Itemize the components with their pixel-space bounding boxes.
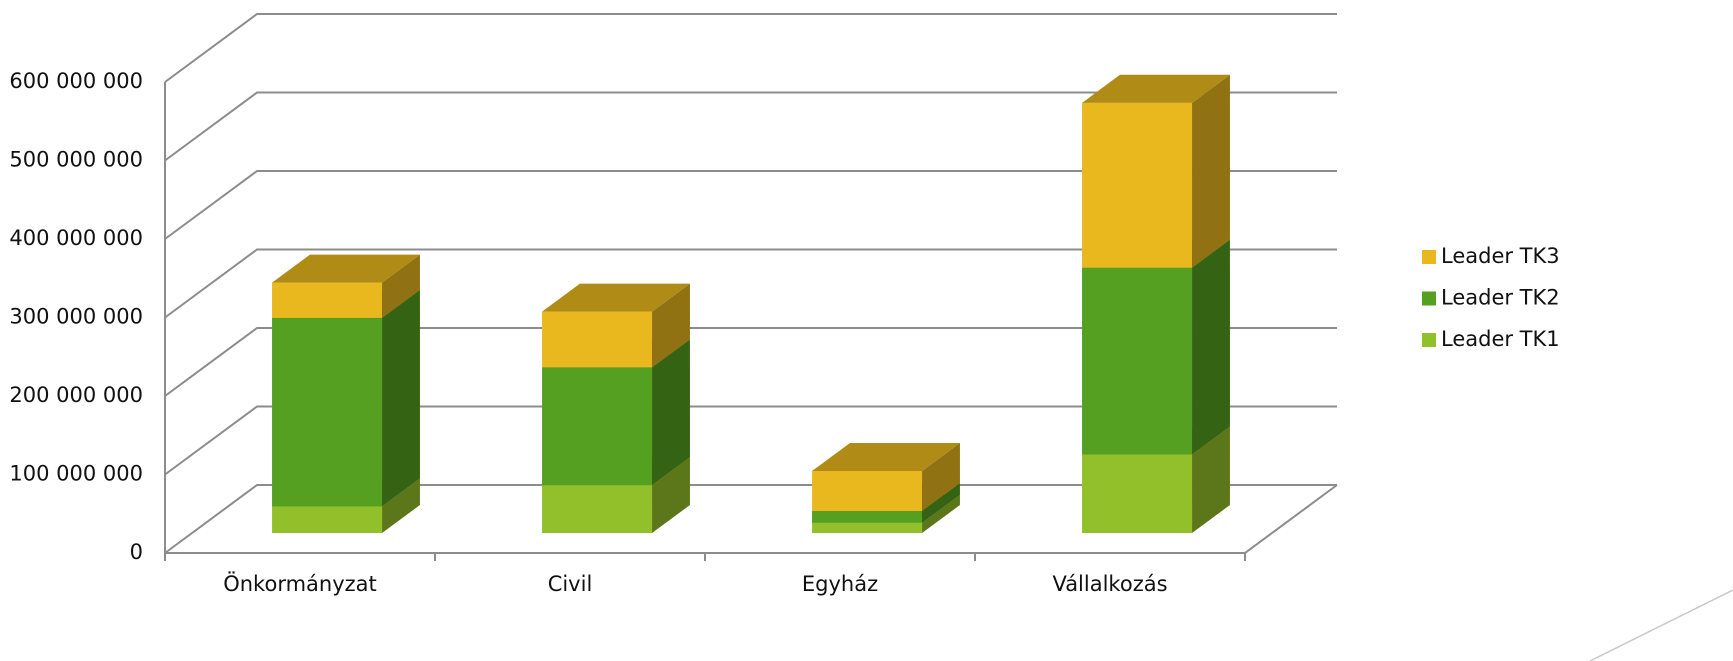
bar-front bbox=[812, 511, 923, 523]
x-tick-label: Civil bbox=[548, 572, 593, 596]
x-tick-label: Önkormányzat bbox=[223, 571, 377, 596]
bar-side bbox=[1192, 426, 1230, 534]
bar-side bbox=[652, 457, 690, 534]
grid-line bbox=[164, 405, 1337, 476]
bar-front bbox=[1082, 102, 1193, 268]
bar-front bbox=[542, 311, 653, 368]
grid-line bbox=[164, 248, 1337, 319]
bar-front bbox=[272, 282, 383, 318]
bar-side bbox=[922, 483, 960, 523]
legend-swatch bbox=[1422, 291, 1436, 306]
legend-swatch bbox=[1422, 333, 1436, 347]
bar-side bbox=[652, 283, 690, 368]
decor-line bbox=[1589, 589, 1733, 661]
legend-swatch bbox=[1422, 250, 1436, 264]
bar-top bbox=[272, 254, 420, 283]
legend-label: Leader TK1 bbox=[1441, 327, 1560, 351]
y-tick-label: 100 000 000 bbox=[9, 462, 143, 486]
bar-side bbox=[1192, 239, 1230, 455]
y-tick-label: 400 000 000 bbox=[9, 226, 143, 250]
bar-front bbox=[1082, 267, 1193, 455]
bar-side bbox=[922, 494, 960, 534]
bar-front bbox=[542, 485, 653, 534]
grid-line bbox=[164, 484, 1337, 554]
grid-line bbox=[164, 13, 1337, 83]
grid-line bbox=[164, 170, 1337, 240]
bar-front bbox=[272, 506, 383, 534]
bar-side bbox=[1192, 74, 1230, 268]
bar-side bbox=[382, 254, 420, 318]
bar-side bbox=[922, 442, 960, 512]
bar-front bbox=[812, 470, 923, 512]
bar-front bbox=[1082, 454, 1193, 534]
grid-line bbox=[164, 91, 1337, 162]
bar-top bbox=[1082, 74, 1230, 103]
y-tick-label: 300 000 000 bbox=[9, 305, 143, 329]
legend-label: Leader TK2 bbox=[1441, 286, 1560, 310]
y-tick-label: 200 000 000 bbox=[9, 383, 143, 407]
y-tick-label: 500 000 000 bbox=[9, 148, 143, 172]
x-tick-label: Vállalkozás bbox=[1052, 572, 1167, 596]
grid-line bbox=[164, 327, 1337, 397]
bar-front bbox=[542, 367, 653, 486]
bar-side bbox=[382, 478, 420, 534]
bar-front bbox=[812, 522, 923, 534]
y-tick-label: 0 bbox=[130, 540, 143, 564]
y-tick-label: 600 000 000 bbox=[9, 69, 143, 93]
bar-top bbox=[542, 283, 690, 312]
bar-side bbox=[382, 289, 420, 507]
bar-front bbox=[272, 317, 383, 507]
legend-label: Leader TK3 bbox=[1441, 244, 1560, 268]
bar-top bbox=[812, 442, 960, 471]
x-tick-label: Egyház bbox=[802, 572, 878, 596]
bar-side bbox=[652, 339, 690, 486]
